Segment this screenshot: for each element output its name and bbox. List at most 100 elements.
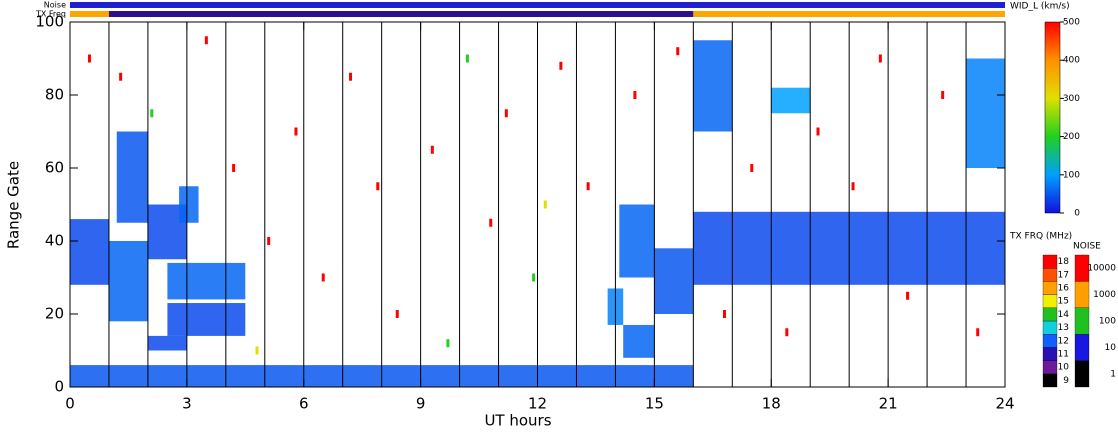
x-tick-label: 15 — [645, 395, 664, 413]
echo-point — [543, 200, 547, 209]
colorbar-tick-label: 300 — [1063, 94, 1080, 104]
x-tick-label: 6 — [299, 395, 309, 413]
bar-segment — [693, 11, 1005, 17]
echo-point — [586, 182, 590, 191]
colorbar — [1044, 21, 1061, 214]
echo-point — [395, 310, 399, 318]
colorbar-cell — [1042, 294, 1058, 308]
colorbar-tick-label: 0 — [1074, 209, 1080, 219]
y-tick-label: 0 — [54, 378, 64, 396]
colorbar-tick-label: 12 — [1058, 336, 1069, 346]
y-tick-label: 60 — [45, 159, 64, 177]
bar-segment — [70, 2, 1005, 8]
x-tick-label: 12 — [528, 395, 547, 413]
echo-point — [532, 273, 536, 282]
echo-region — [619, 204, 655, 278]
echo-point — [376, 182, 380, 191]
echo-point — [559, 61, 563, 70]
echo-region — [70, 219, 109, 285]
colorbar-tick-label: 100 — [1063, 170, 1080, 180]
echo-point — [294, 127, 298, 136]
colorbar-cell — [1042, 373, 1058, 388]
echo-point — [87, 54, 91, 63]
bar-segment — [70, 11, 109, 17]
colorbar-label: TX FRQ (MHz) — [1009, 232, 1072, 242]
x-tick-label: 21 — [879, 395, 898, 413]
colorbar-cell — [1042, 254, 1058, 269]
colorbar-tick-label: 13 — [1058, 323, 1069, 333]
echo-region — [966, 58, 1005, 168]
colorbar-label: WID_L (km/s) — [1010, 2, 1070, 12]
echo-region — [116, 131, 148, 223]
echo-point — [321, 273, 325, 282]
colorbar-tick-label: 200 — [1063, 132, 1080, 142]
echo-region — [108, 241, 148, 322]
echo-point — [906, 291, 910, 300]
x-axis-label: UT hours — [484, 412, 551, 430]
colorbar-tick-label: 16 — [1058, 284, 1070, 294]
x-tick-label: 24 — [995, 395, 1014, 413]
echo-point — [878, 54, 882, 63]
colorbar-tick-label: 10 — [1058, 363, 1070, 373]
colorbar-tick-label: 18 — [1058, 257, 1070, 267]
y-tick-label: 100 — [35, 13, 64, 31]
echo-region — [179, 186, 199, 223]
echo-point — [119, 72, 123, 81]
echo-point — [941, 91, 945, 99]
echo-region — [771, 87, 811, 114]
colorbar-cell — [1042, 347, 1058, 361]
y-tick-label: 80 — [45, 86, 64, 104]
colorbar-tick-label: 100 — [1099, 317, 1116, 327]
colorbar-label: NOISE — [1073, 242, 1101, 252]
colorbar-tick-label: 14 — [1058, 310, 1070, 320]
echo-point — [349, 72, 352, 81]
echo-point — [232, 164, 236, 172]
colorbar-cell — [1074, 281, 1090, 308]
echo-point — [504, 109, 508, 118]
colorbar-tick-label: 15 — [1058, 297, 1069, 307]
colorbar-cell — [1042, 268, 1058, 282]
bar-label: Noise — [44, 1, 66, 10]
echo-point — [446, 339, 450, 348]
echo-point — [489, 218, 493, 227]
echo-point — [785, 328, 789, 337]
echo-point — [676, 47, 680, 56]
bar-label: TX Freq — [35, 10, 66, 19]
colorbar-cell — [1074, 360, 1090, 388]
colorbar-tick-label: 1000 — [1093, 290, 1116, 300]
colorbar-tick-label: 10000 — [1087, 264, 1116, 274]
echo-point — [430, 145, 434, 154]
y-tick-label: 40 — [45, 232, 64, 250]
x-tick-label: 0 — [65, 395, 75, 413]
echo-point — [267, 237, 271, 245]
echo-region — [693, 40, 733, 132]
colorbar-tick-label: 9 — [1063, 376, 1069, 386]
echo-point — [851, 182, 855, 191]
colorbar-cell — [1042, 334, 1058, 348]
colorbar-tick-label: 11 — [1058, 350, 1069, 360]
echo-region — [167, 303, 246, 336]
echo-point — [255, 346, 259, 355]
colorbar-cell — [1042, 320, 1058, 335]
bar-segment — [108, 11, 694, 17]
echo-region — [167, 262, 246, 300]
colorbar-cell — [1074, 307, 1090, 335]
echo-point — [750, 164, 754, 172]
echo-point — [816, 127, 820, 136]
colorbar-cell — [1042, 307, 1058, 322]
colorbar-cell — [1042, 360, 1058, 374]
colorbar-cell — [1074, 254, 1090, 282]
echo-region — [623, 324, 655, 358]
echo-point — [723, 310, 726, 318]
colorbar-cell — [1042, 281, 1058, 295]
x-tick-label: 3 — [182, 395, 192, 413]
echo-point — [633, 91, 637, 99]
x-tick-label: 18 — [762, 395, 781, 413]
echo-region — [147, 335, 187, 351]
x-tick-label: 9 — [416, 395, 426, 413]
colorbar-tick-label: 10 — [1105, 343, 1117, 353]
y-tick-label: 20 — [45, 305, 64, 323]
colorbar-tick-label: 1 — [1110, 369, 1116, 379]
colorbar-tick-label: 500 — [1063, 18, 1080, 28]
